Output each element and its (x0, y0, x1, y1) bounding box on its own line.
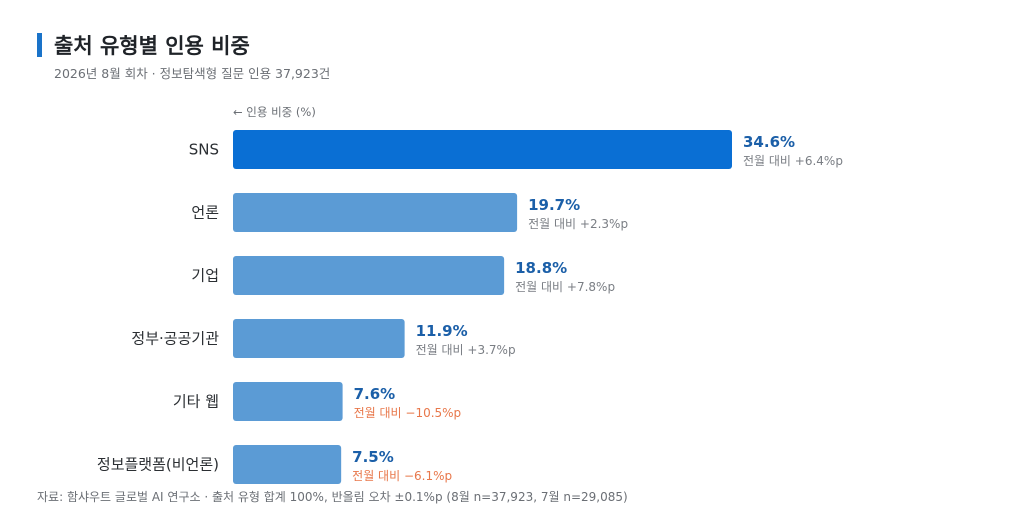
bar (233, 445, 342, 484)
value-label: 11.9% (416, 322, 468, 340)
bar (233, 256, 505, 295)
category-label: 정보플랫폼(비언론) (97, 456, 219, 474)
bar (233, 130, 732, 169)
category-label: 기타 웹 (173, 393, 219, 411)
category-label: 정부·공공기관 (131, 330, 219, 348)
chart-title: 출처 유형별 인용 비중 (54, 34, 250, 58)
delta-label: 전월 대비 +7.8%p (515, 280, 615, 294)
delta-label: 전월 대비 −6.1%p (352, 469, 452, 483)
footnote: 자료: 함샤우트 글로벌 AI 연구소 · 출처 유형 합계 100%, 반올림… (37, 490, 628, 504)
axis-note: ← 인용 비중 (%) (233, 105, 316, 119)
value-label: 18.8% (515, 259, 567, 277)
bar (233, 319, 405, 358)
value-label: 34.6% (743, 133, 795, 151)
bar (233, 193, 518, 232)
chart-subtitle: 2026년 8월 회차 · 정보탐색형 질문 인용 37,923건 (54, 66, 331, 81)
bar (233, 382, 343, 421)
delta-label: 전월 대비 +6.4%p (743, 154, 843, 168)
category-label: SNS (189, 141, 219, 159)
category-label: 기업 (191, 267, 219, 285)
value-label: 7.5% (352, 448, 394, 466)
category-label: 언론 (191, 204, 219, 222)
delta-label: 전월 대비 +3.7%p (416, 343, 516, 357)
delta-label: 전월 대비 −10.5%p (354, 406, 462, 420)
value-label: 7.6% (354, 385, 396, 403)
value-label: 19.7% (528, 196, 580, 214)
delta-label: 전월 대비 +2.3%p (528, 217, 628, 231)
title-accent-bar (37, 33, 42, 57)
